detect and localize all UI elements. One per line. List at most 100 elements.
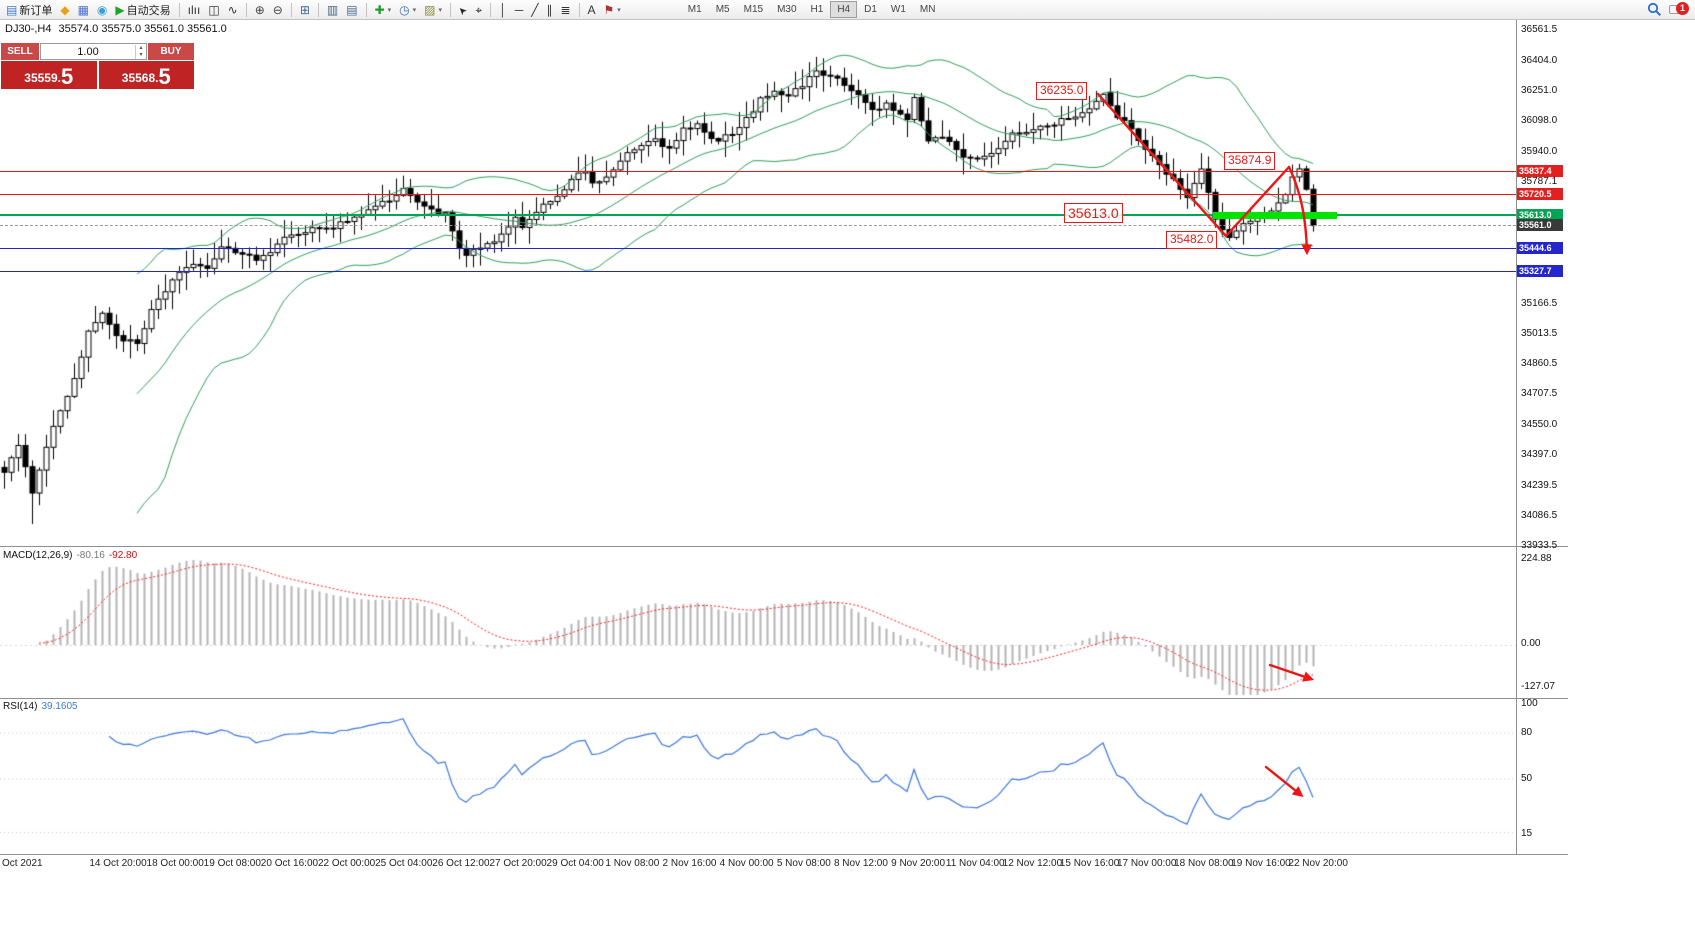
timeframe-h4-button[interactable]: H4 bbox=[830, 1, 858, 18]
time-axis-label: 27 Oct 20:00 bbox=[489, 858, 547, 869]
buy-price-display[interactable]: 35568. 5 bbox=[98, 61, 194, 89]
rsi-name: RSI(14) bbox=[3, 701, 38, 712]
rsi-value: 39.1605 bbox=[41, 701, 78, 712]
price-annotation-35874.9[interactable]: 35874.9 bbox=[1224, 152, 1276, 170]
periods-button-dropdown-arrow[interactable]: ▾ bbox=[412, 6, 417, 14]
timeframe-mn-button[interactable]: MN bbox=[919, 4, 936, 15]
price-axis-tick: 36251.0 bbox=[1521, 84, 1558, 96]
macd-name: MACD(12,26,9) bbox=[3, 550, 73, 561]
toolbar: ▤ 新订单 ◆ ▦ ◉ ▶ 自动交易 ılıı ◫ ∿ ⊕ ⊖ ⊞ ▥ ▤ ✚ ▾ ◷ ▾ ▨ ▾ ➤ ⌖ │ ─ ╱ ∥ ≣ A ⚑ ▾ … bbox=[0, 0, 1695, 20]
volume-down-button[interactable]: ▾ bbox=[139, 51, 143, 58]
price-annotation-35482.0[interactable]: 35482.0 bbox=[1166, 231, 1218, 249]
rsi-indicator-label: RSI(14) 39.1605 bbox=[3, 701, 78, 712]
tile-windows-button[interactable]: ⊞ bbox=[296, 1, 314, 19]
search-icon[interactable] bbox=[1647, 2, 1662, 17]
price-annotation-36235.0[interactable]: 36235.0 bbox=[1036, 82, 1088, 100]
price-tag-35720.5: 35720.5 bbox=[1517, 188, 1563, 201]
sell-price-display[interactable]: 35559. 5 bbox=[1, 61, 97, 89]
toolbar-right: 1 bbox=[1647, 1, 1693, 18]
price-tag-35444.6: 35444.6 bbox=[1517, 242, 1563, 255]
horizontal-line-35327.7[interactable] bbox=[0, 271, 1516, 273]
horizontal-line-35444.6[interactable] bbox=[0, 248, 1516, 250]
cascade-windows-icon: ▤ bbox=[346, 2, 358, 17]
arrows-tool-icon: ⚑ bbox=[603, 2, 615, 17]
templates-button[interactable]: ▨ ▾ bbox=[420, 1, 446, 19]
volume-up-button[interactable]: ▴ bbox=[139, 44, 143, 51]
toolbar-button-groups: ▤ 新订单 ◆ ▦ ◉ ▶ 自动交易 ılıı ◫ ∿ ⊕ ⊖ ⊞ ▥ ▤ ✚ ▾ ◷ ▾ ▨ ▾ ➤ ⌖ │ ─ ╱ ∥ ≣ A ⚑ ▾ bbox=[2, 0, 625, 20]
zoom-in-icon: ⊕ bbox=[254, 2, 265, 17]
price-annotation-35613.0[interactable]: 35613.0 bbox=[1064, 203, 1123, 224]
timeframe-m1-button[interactable]: M1 bbox=[687, 4, 702, 15]
zoom-in-button[interactable]: ⊕ bbox=[251, 1, 269, 19]
buy-price-head: 35568. bbox=[121, 71, 159, 85]
one-click-trading-widget: SELL 1.00 ▴ ▾ BUY 35559. 5 35568. 5 bbox=[1, 43, 194, 89]
volume-input[interactable]: 1.00 bbox=[77, 45, 99, 58]
community-icon-button[interactable]: ◉ bbox=[93, 1, 111, 19]
price-axis-tick: 35787.1 bbox=[1521, 176, 1558, 188]
symbol-ohlc-values: 35574.0 35575.0 35561.0 35561.0 bbox=[58, 23, 227, 35]
new-order-button[interactable]: ▤ 新订单 bbox=[2, 1, 56, 19]
vertical-line-tool-button[interactable]: │ bbox=[495, 1, 511, 19]
timeframe-m15-button[interactable]: M15 bbox=[743, 4, 764, 15]
macd-panel-canvas[interactable] bbox=[0, 548, 1516, 698]
time-axis-label: 11 Nov 04:00 bbox=[945, 858, 1005, 869]
macd-panel-separator[interactable] bbox=[0, 546, 1568, 547]
horizontal-line-tool-button[interactable]: ─ bbox=[511, 1, 528, 19]
tile-windows-icon: ⊞ bbox=[299, 2, 310, 17]
rsi-panel-canvas[interactable] bbox=[0, 700, 1516, 854]
templates-button-dropdown-arrow[interactable]: ▾ bbox=[438, 6, 443, 14]
quick-trade-icon-icon: ◆ bbox=[60, 2, 70, 17]
bar-chart-type-button[interactable]: ılıı bbox=[184, 1, 205, 19]
price-axis-tick: 33933.5 bbox=[1521, 540, 1558, 551]
timeframe-h1-button[interactable]: H1 bbox=[810, 4, 824, 15]
add-indicator-button-dropdown-arrow[interactable]: ▾ bbox=[387, 6, 392, 14]
timeframe-w1-button[interactable]: W1 bbox=[890, 4, 906, 15]
cascade-windows-button[interactable]: ▤ bbox=[342, 1, 361, 19]
symbol-period-label: DJ30-,H4 bbox=[5, 23, 52, 35]
channel-tool-button[interactable]: ∥ bbox=[542, 1, 556, 19]
toolbar-separator bbox=[178, 2, 180, 17]
fibonacci-tool-button[interactable]: ≣ bbox=[556, 1, 574, 19]
support-zone-highlight[interactable] bbox=[1213, 211, 1337, 219]
charts-icon-button[interactable]: ▦ bbox=[74, 1, 93, 19]
cursor-icon: ➤ bbox=[456, 2, 470, 17]
price-axis-tick: 34860.5 bbox=[1521, 357, 1558, 369]
buy-button[interactable]: BUY bbox=[148, 43, 194, 60]
arrange-windows-icon: ▥ bbox=[326, 2, 339, 17]
sell-button[interactable]: SELL bbox=[1, 43, 39, 60]
crosshair-button[interactable]: ⌖ bbox=[471, 1, 486, 19]
horizontal-line-35837.4[interactable] bbox=[0, 171, 1516, 173]
autotrading-button[interactable]: ▶ 自动交易 bbox=[111, 1, 174, 19]
zoom-out-button[interactable]: ⊖ bbox=[269, 1, 287, 19]
timeframe-m5-button[interactable]: M5 bbox=[715, 4, 730, 15]
autotrading-icon: ▶ bbox=[115, 2, 125, 17]
toolbar-separator bbox=[317, 2, 319, 17]
cursor-button[interactable]: ➤ bbox=[455, 1, 471, 19]
arrange-windows-button[interactable]: ▥ bbox=[323, 1, 342, 19]
arrows-tool-button-dropdown-arrow[interactable]: ▾ bbox=[617, 6, 621, 14]
trendline-tool-button[interactable]: ╱ bbox=[527, 1, 542, 19]
add-indicator-button[interactable]: ✚ ▾ bbox=[371, 1, 396, 19]
horizontal-line-35720.5[interactable] bbox=[0, 194, 1516, 196]
macd-axis-tick: -127.07 bbox=[1521, 681, 1555, 692]
horizontal-line-35613[interactable] bbox=[0, 214, 1516, 217]
text-tool-button[interactable]: A bbox=[584, 1, 600, 19]
rsi-panel-separator[interactable] bbox=[0, 698, 1568, 699]
timeframe-m30-button[interactable]: M30 bbox=[777, 4, 797, 15]
line-chart-type-icon: ∿ bbox=[227, 2, 238, 17]
candle-chart-type-button[interactable]: ◫ bbox=[204, 1, 223, 19]
main-chart-canvas[interactable] bbox=[0, 20, 1516, 546]
horizontal-line-35561[interactable] bbox=[0, 225, 1516, 227]
line-chart-type-button[interactable]: ∿ bbox=[224, 1, 242, 19]
notifications-icon[interactable]: 1 bbox=[1669, 1, 1689, 18]
time-axis-label: 5 Nov 08:00 bbox=[776, 858, 831, 869]
time-axis-label: 20 Oct 16:00 bbox=[260, 858, 319, 869]
quick-trade-icon-button[interactable]: ◆ bbox=[56, 1, 73, 19]
volume-field[interactable]: 1.00 ▴ ▾ bbox=[40, 43, 147, 60]
price-axis-tick: 34707.5 bbox=[1521, 388, 1558, 400]
periods-button[interactable]: ◷ ▾ bbox=[395, 1, 420, 19]
price-tag-35613.0: 35613.0 bbox=[1517, 209, 1563, 222]
timeframe-d1-button[interactable]: D1 bbox=[864, 4, 877, 15]
arrows-tool-button[interactable]: ⚑ ▾ bbox=[600, 1, 625, 19]
